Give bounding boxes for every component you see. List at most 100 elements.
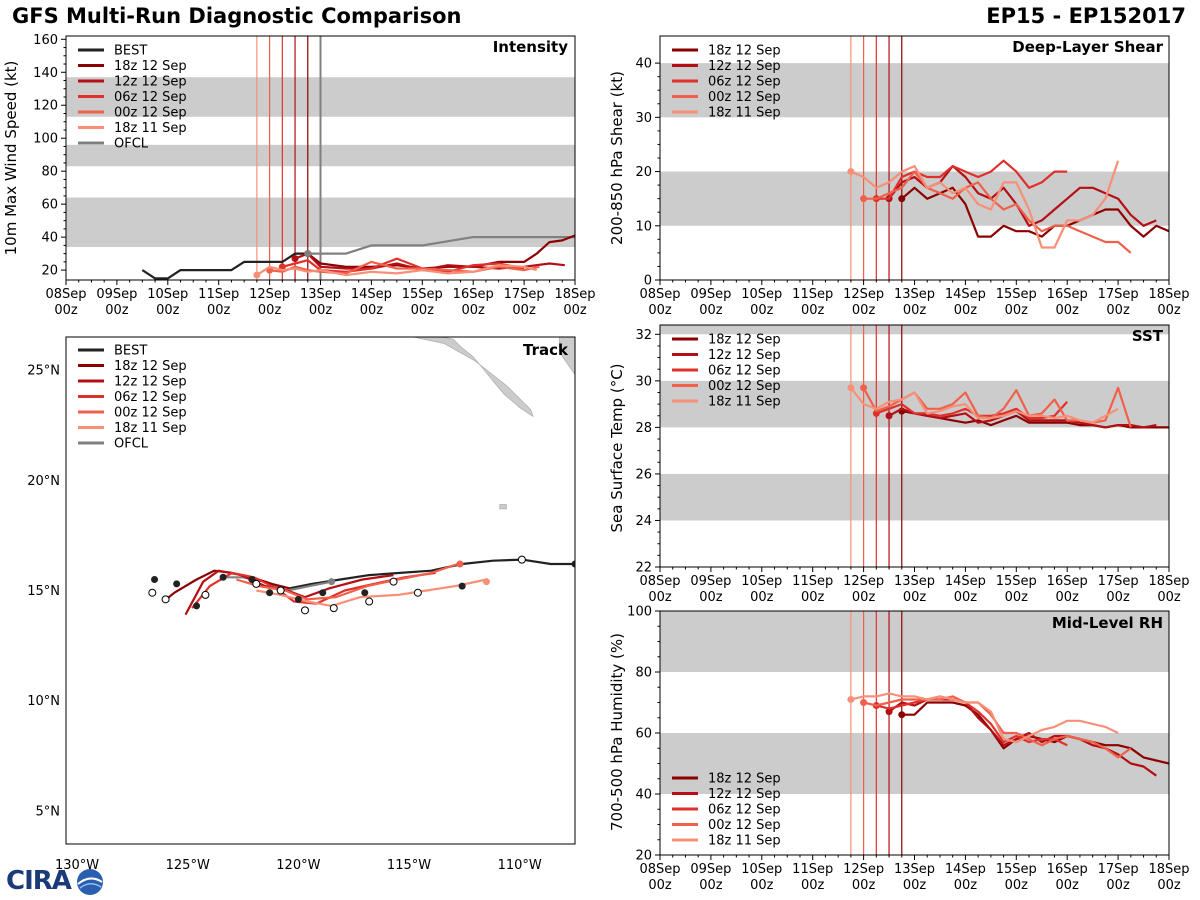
series-line-r18z11 — [850, 160, 1120, 249]
series-start-marker — [898, 711, 906, 719]
series-start-marker — [872, 409, 880, 417]
x-tick-label-hour: 00z — [1106, 303, 1130, 318]
rh-ylabel: 700-500 hPa Humidity (%) — [608, 633, 626, 831]
y-tick-label: 140 — [33, 66, 58, 81]
legend-label: 12z 12 Sep — [708, 348, 781, 363]
rh-title: Mid-Level RH — [1052, 614, 1163, 632]
intensity-title: Intensity — [493, 38, 569, 56]
map-frame — [65, 336, 576, 845]
series-start-marker — [253, 271, 261, 279]
track-position-marker — [148, 588, 157, 597]
x-tick-label-date: 15Sep — [996, 287, 1037, 302]
legend-label: 18z 12 Sep — [114, 359, 187, 374]
legend-label: 06z 12 Sep — [708, 364, 781, 379]
track-position-marker — [294, 595, 302, 603]
intensity-panel: 2040608010012014016008Sep00z09Sep00z10Se… — [2, 33, 596, 318]
series-start-marker — [847, 695, 855, 703]
track-position-marker — [517, 555, 526, 564]
x-tick-label-date: 16Sep — [1047, 574, 1088, 589]
shaded-band — [660, 325, 1169, 335]
series-group — [847, 692, 1169, 777]
x-tick-label-hour: 00z — [750, 878, 774, 893]
x-tick-label-hour: 00z — [1005, 303, 1029, 318]
x-tick-label-hour: 00z — [750, 303, 774, 318]
y-tick-label: 0 — [644, 274, 652, 289]
sst-chart: 22242628303208Sep00z09Sep00z10Sep00z11Se… — [635, 324, 1190, 605]
track-position-marker — [173, 580, 181, 588]
x-tick-label-hour: 00z — [954, 878, 978, 893]
y-tick-label: 10 — [635, 219, 652, 234]
track-position-marker — [266, 589, 274, 597]
lat-tick-label: 20°N — [27, 474, 60, 489]
x-tick-label-hour: 00z — [1106, 878, 1130, 893]
x-tick-label-hour: 00z — [801, 878, 825, 893]
y-tick-label: 100 — [627, 605, 652, 620]
x-tick-label-date: 11Sep — [792, 862, 833, 877]
track-position-marker — [319, 589, 327, 597]
globe-icon — [77, 869, 103, 895]
x-tick-label-date: 15Sep — [402, 287, 443, 302]
y-tick-label: 24 — [635, 514, 652, 529]
lat-tick-label: 10°N — [27, 694, 60, 709]
series-line-r18z12 — [901, 410, 1169, 429]
x-tick-label-date: 14Sep — [351, 287, 392, 302]
track-position-marker — [201, 590, 210, 599]
track-title: Track — [523, 341, 569, 359]
x-tick-label-hour: 00z — [852, 878, 876, 893]
x-tick-label-hour: 00z — [699, 303, 723, 318]
series-start-marker — [291, 255, 299, 263]
y-tick-label: 26 — [635, 467, 652, 482]
x-tick-label-date: 08Sep — [45, 287, 86, 302]
legend-label: 18z 11 Sep — [114, 421, 187, 436]
x-tick-label-hour: 00z — [411, 303, 435, 318]
x-tick-label-hour: 00z — [156, 303, 180, 318]
x-tick-label-hour: 00z — [512, 303, 536, 318]
x-tick-label-date: 13Sep — [894, 287, 935, 302]
series-line-BEST — [141, 252, 308, 280]
x-tick-label-hour: 00z — [648, 590, 672, 605]
y-tick-label: 30 — [635, 374, 652, 389]
shaded-band — [660, 733, 1169, 794]
series-line-r12z12 — [888, 407, 1157, 429]
x-tick-label-hour: 00z — [954, 303, 978, 318]
series-line-r06z12 — [282, 257, 525, 273]
x-tick-label-hour: 00z — [852, 590, 876, 605]
legend-label: 06z 12 Sep — [114, 390, 187, 405]
series-group — [847, 384, 1169, 429]
legend-label: 18z 11 Sep — [708, 395, 781, 410]
track-position-marker — [329, 604, 338, 613]
track-position-marker — [458, 582, 466, 590]
y-tick-label: 32 — [635, 328, 652, 343]
x-tick-label-date: 17Sep — [504, 287, 545, 302]
x-tick-label-date: 15Sep — [996, 862, 1037, 877]
x-tick-label-date: 08Sep — [639, 574, 680, 589]
x-tick-label-date: 13Sep — [894, 574, 935, 589]
legend-label: 00z 12 Sep — [708, 90, 781, 105]
x-tick-label-date: 17Sep — [1098, 574, 1139, 589]
track-position-marker — [413, 588, 422, 597]
y-tick-label: 20 — [635, 849, 652, 864]
x-tick-label-date: 08Sep — [639, 862, 680, 877]
lon-tick-label: 115°W — [387, 858, 431, 873]
x-tick-label-date: 18Sep — [1148, 574, 1189, 589]
x-tick-label-hour: 00z — [699, 878, 723, 893]
x-tick-label-date: 18Sep — [1148, 862, 1189, 877]
y-tick-label: 20 — [41, 264, 58, 279]
track-clip-group — [148, 337, 575, 616]
shear-ylabel: 200-850 hPa Shear (kt) — [608, 71, 626, 245]
x-tick-label-hour: 00z — [360, 303, 384, 318]
series-start-marker — [847, 384, 855, 392]
rh-panel: 2040608010008Sep00z09Sep00z10Sep00z11Sep… — [608, 605, 1190, 894]
x-tick-label-date: 14Sep — [945, 862, 986, 877]
legend-label: 18z 12 Sep — [114, 59, 187, 74]
x-tick-label-date: 13Sep — [300, 287, 341, 302]
track-line-r00z12 — [236, 562, 459, 601]
x-tick-label-hour: 00z — [54, 303, 78, 318]
x-tick-label-date: 11Sep — [792, 287, 833, 302]
x-tick-label-hour: 00z — [954, 590, 978, 605]
track-position-marker — [328, 578, 336, 586]
x-tick-label-hour: 00z — [801, 303, 825, 318]
